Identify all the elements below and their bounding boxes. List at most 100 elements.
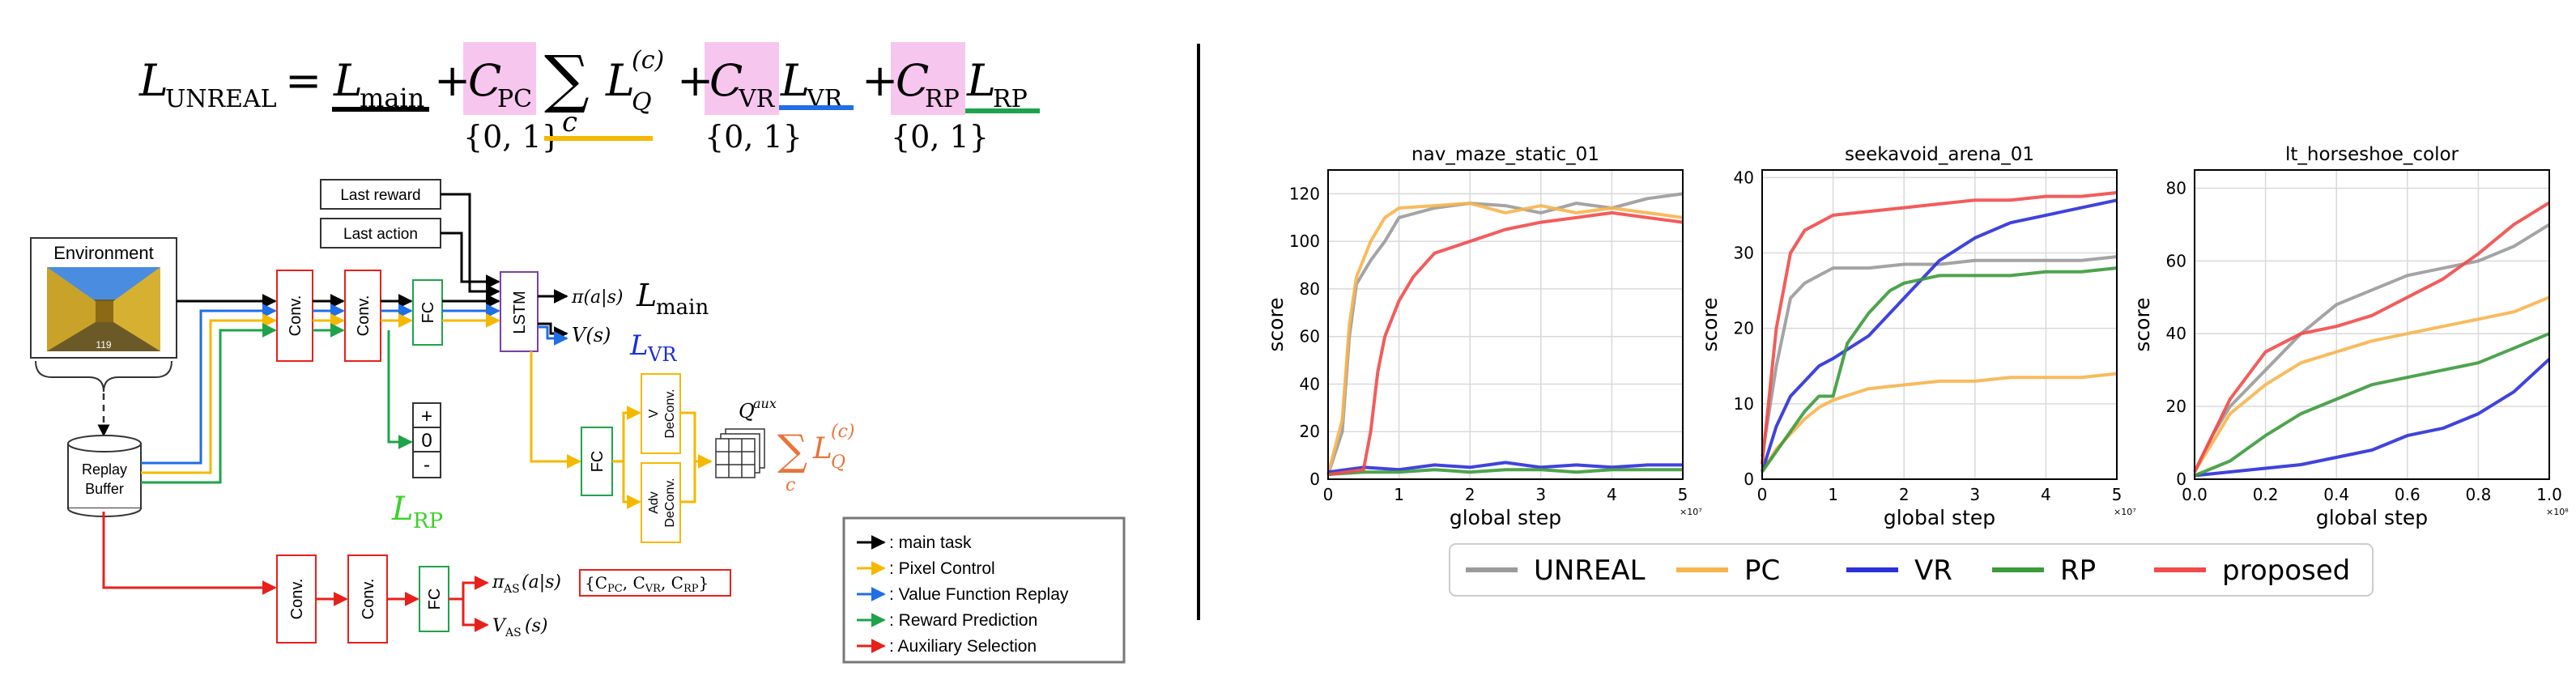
coeff-set-text: {CPC, CVR, CRP} <box>585 573 709 595</box>
rp-zero: 0 <box>421 430 432 452</box>
v-as-label: V <box>492 616 507 636</box>
chart-title: seekavoid_arena_01 <box>1845 144 2034 165</box>
pi-as-sub: AS <box>503 583 520 596</box>
series-line-unreal <box>1326 192 1684 475</box>
plot-frame <box>1327 169 1684 480</box>
l-rp-sub: RP <box>413 509 443 533</box>
coeff-set-box <box>579 569 731 597</box>
last-reward-label: Last reward <box>340 187 420 204</box>
x-tick-label: 1.0 <box>2536 485 2562 504</box>
series-line-rp <box>1761 266 2118 473</box>
series-line-unreal <box>1761 255 2118 457</box>
as-conv1-label: Conv. <box>288 579 306 620</box>
series-line-unreal <box>2193 223 2551 473</box>
plot-legend-label: VR <box>1914 554 1952 587</box>
x-tick-label: 0.0 <box>2182 485 2208 504</box>
arrow-vdeconv-q <box>680 411 713 469</box>
lstm-box <box>500 271 539 352</box>
y-tick-label: 80 <box>2166 178 2186 198</box>
fc-box <box>412 279 443 346</box>
v-as-sub: AS <box>505 627 522 639</box>
y-tick-label: 0 <box>1309 469 1320 489</box>
arrow-lstm-v <box>538 322 568 341</box>
arrow-reward-lstm <box>441 193 500 299</box>
y-tick-label: 20 <box>2166 397 2186 416</box>
y-tick-label: 40 <box>1734 168 1754 187</box>
series-line-proposed <box>1761 191 2118 465</box>
y-axis-label: score <box>1264 297 1288 351</box>
plot-legend-box <box>1449 543 2374 597</box>
eq-sum-index: c <box>562 106 577 138</box>
x-tick-label: 1 <box>1394 485 1404 504</box>
x-axis-label: global step <box>2316 506 2428 529</box>
last-action-label: Last action <box>343 226 418 243</box>
y-tick-label: 20 <box>1734 319 1754 338</box>
eq-l-rp: L <box>966 55 996 106</box>
rp-minus: - <box>424 454 430 476</box>
diagram-legend-label: : Reward Prediction <box>889 611 1037 630</box>
eq-lhs-sub: UNREAL <box>165 85 277 113</box>
arrow-pc-input <box>141 313 277 474</box>
plot-frame <box>2194 169 2550 480</box>
series-line-rp <box>2194 332 2550 478</box>
y-tick-label: 120 <box>1289 184 1320 203</box>
replay-buffer-label-2: Buffer <box>85 481 124 497</box>
y-tick-label: 80 <box>1300 279 1320 299</box>
pc-fc-label: FC <box>589 451 607 473</box>
x-multiplier: ×10⁸ <box>2546 507 2569 517</box>
eq-plus-2: + <box>677 55 713 106</box>
x-tick-label: 5 <box>1678 485 1688 504</box>
eq-equals: = <box>285 55 321 106</box>
diagram-legend-label: : Auxiliary Selection <box>889 637 1037 656</box>
y-tick-label: 100 <box>1289 232 1320 251</box>
q-aux-grid <box>715 428 765 478</box>
y-tick-label: 40 <box>2166 324 2186 343</box>
env-brace <box>35 360 172 393</box>
v-output-label: V(s) <box>572 324 611 346</box>
x-tick-label: 4 <box>2041 485 2051 504</box>
x-multiplier: ×10⁷ <box>1680 507 1702 517</box>
pc-fc-box <box>581 427 613 496</box>
chart-1: 0 1 2 3 4 5 0 10 20 30 40 seekavoid_arena_01global … <box>1698 144 2136 529</box>
x-tick-label: 0 <box>1323 485 1334 504</box>
eq-c-rp: C <box>896 55 929 106</box>
series-line-vr <box>1327 461 1683 474</box>
chart-2: 0.0 0.2 0.4 0.6 0.8 1.0 0 20 40 60 80 lt_horseshoe_… <box>2131 144 2569 529</box>
x-tick-label: 2 <box>1899 485 1910 504</box>
last-reward-box <box>320 179 441 210</box>
lq-sup: (c) <box>831 422 855 442</box>
main-underline <box>332 107 429 112</box>
x-axis-label: global step <box>1884 506 1995 529</box>
conv2-box <box>344 270 381 362</box>
pi-output-label: π(a|s) <box>571 287 623 308</box>
y-tick-label: 60 <box>2166 251 2186 270</box>
replay-buffer-label-1: Replay <box>82 461 127 478</box>
y-axis-label: score <box>2131 297 2154 351</box>
series-line-vr <box>1761 198 2118 473</box>
q-aux-label: Q <box>739 400 755 423</box>
v-deconv-box <box>641 373 681 454</box>
conv1-box <box>276 270 313 362</box>
y-tick-label: 20 <box>1300 422 1320 441</box>
q-aux-sup: aux <box>753 396 777 411</box>
y-tick-label: 0 <box>1744 469 1754 489</box>
pc-underline <box>544 136 653 141</box>
eq-lq: L <box>605 55 635 106</box>
lstm-label: LSTM <box>511 291 529 334</box>
rp-plus: + <box>421 406 432 427</box>
lq-label: L <box>812 432 832 465</box>
diagram-legend-label: : Value Function Replay <box>889 585 1069 604</box>
arrow-fc-advdeconv <box>622 461 641 509</box>
diagram-legend: : main task: Pixel Control: Value Functi… <box>842 516 1126 664</box>
arrow-fc-vdeconv <box>612 406 641 463</box>
eq-plus-3: + <box>862 55 898 106</box>
x-tick-label: 5 <box>2112 485 2123 504</box>
last-action-box <box>320 218 441 249</box>
series-line-pc <box>2193 295 2550 474</box>
v-deconv-label-2: DeConv. <box>663 389 677 438</box>
set-vr: {0, 1} <box>705 119 803 155</box>
conv1-label: Conv. <box>287 295 304 337</box>
arrow-lstm-pc <box>530 351 581 469</box>
eq-c-rp-sub: RP <box>925 85 960 113</box>
environment-label: Environment <box>53 243 154 263</box>
